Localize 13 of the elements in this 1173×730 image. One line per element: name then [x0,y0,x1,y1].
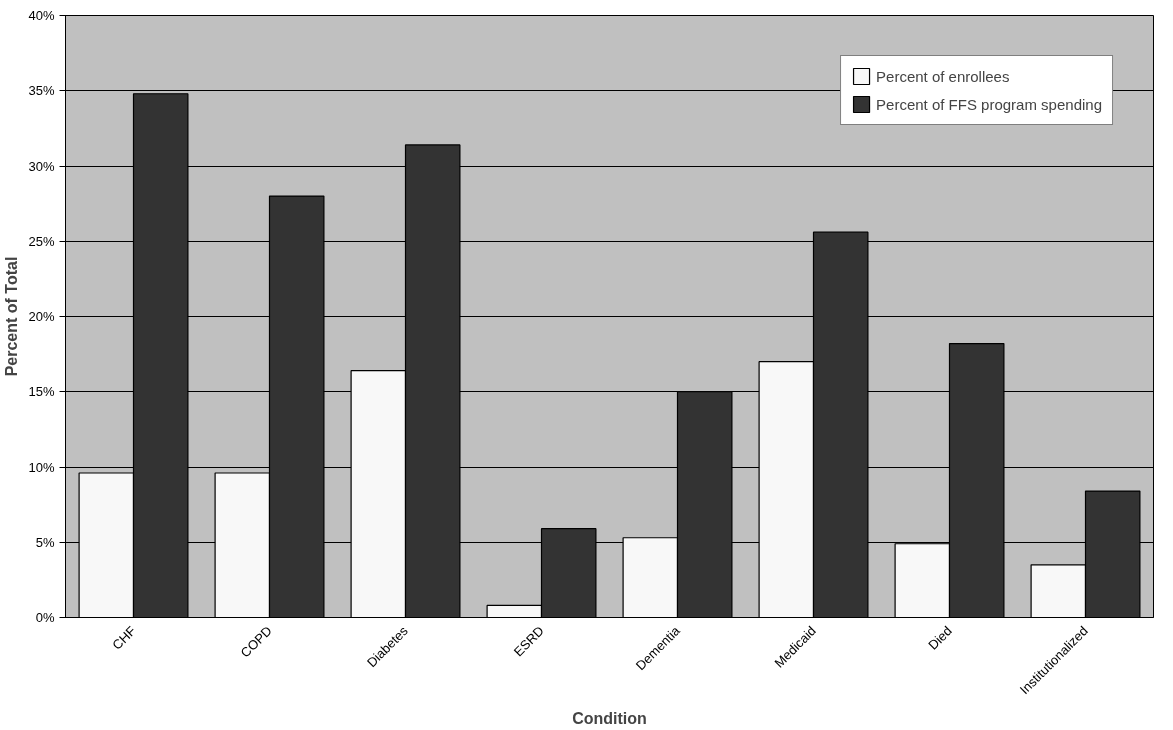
y-tick-label: 35% [28,83,55,99]
y-tick-label: 0% [35,610,55,625]
y-tick-label: 25% [28,233,55,249]
y-tick-label: 20% [28,309,55,324]
y-tick-label: 10% [28,459,55,475]
y-tick-label: 5% [35,534,55,550]
legend-label: Percent of enrollees [876,67,1010,85]
y-axis-title: Percent of Total [3,256,21,377]
legend-label: Percent of FFS program spending [876,95,1102,113]
y-tick-label: 15% [28,384,55,400]
y-tick-label: 40% [28,8,55,23]
y-tick-label: 30% [28,158,55,174]
x-axis-title: Condition [572,710,647,728]
